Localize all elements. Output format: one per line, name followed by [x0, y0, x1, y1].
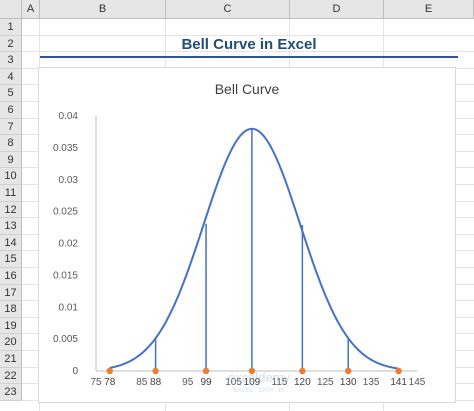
data-point-marker: [345, 367, 352, 375]
x-tick-label: 125: [317, 377, 334, 388]
row-header-22[interactable]: 22: [0, 367, 22, 385]
row-header-19[interactable]: 19: [0, 317, 22, 335]
x-tick-label: 75: [90, 377, 102, 388]
column-header-c[interactable]: C: [166, 0, 290, 19]
row-header-4[interactable]: 4: [0, 68, 22, 86]
row-header-11[interactable]: 11: [0, 185, 22, 202]
x-tick-label: 145: [409, 377, 426, 388]
marker-label: 130: [340, 377, 357, 388]
marker-label: 109: [244, 377, 261, 388]
y-tick-label: 0: [72, 366, 78, 377]
row-header-16[interactable]: 16: [0, 268, 22, 285]
y-tick-label: 0.01: [59, 302, 79, 313]
y-tick-label: 0.03: [59, 175, 79, 186]
row-header-23[interactable]: 23: [0, 384, 22, 401]
y-tick-label: 0.005: [53, 334, 78, 345]
grid-row-line: [22, 51, 474, 53]
row-header-1[interactable]: 1: [0, 19, 22, 36]
data-point-marker: [152, 367, 159, 375]
column-header-b[interactable]: B: [40, 0, 166, 19]
row-header-14[interactable]: 14: [0, 234, 22, 252]
row-header-10[interactable]: 10: [0, 168, 22, 185]
row-header-20[interactable]: 20: [0, 334, 22, 351]
grid-row-line: [22, 34, 474, 36]
row-header-15[interactable]: 15: [0, 251, 22, 268]
y-tick-label: 0.035: [53, 143, 78, 154]
select-all-corner[interactable]: [0, 0, 22, 19]
watermark-tagline: EXCEL · DATA · BI: [234, 388, 285, 394]
row-header-7[interactable]: 7: [0, 118, 22, 136]
watermark-name: exceldemy: [228, 370, 291, 385]
y-tick-label: 0.015: [53, 270, 78, 281]
x-tick-label: 115: [271, 377, 287, 388]
marker-label: 141: [390, 377, 407, 388]
watermark: exceldemy EXCEL · DATA · BI: [228, 370, 291, 394]
bell-curve-chart: Bell Curve 0 0.005 0.01 0.015 0.02 0.025 0.03 0…: [53, 81, 426, 394]
data-point-marker: [106, 367, 113, 375]
row-header-8[interactable]: 8: [0, 135, 22, 152]
column-header-e[interactable]: E: [384, 0, 474, 19]
sheet-title: Bell Curve in Excel: [181, 36, 317, 53]
row-header-9[interactable]: 9: [0, 151, 22, 169]
row-header-12[interactable]: 12: [0, 201, 22, 219]
row-header-18[interactable]: 18: [0, 301, 22, 318]
row-header-6[interactable]: 6: [0, 102, 22, 119]
marker-label: 120: [294, 377, 311, 388]
x-tick-label: 105: [225, 377, 242, 388]
y-tick-label: 0.04: [59, 111, 79, 122]
bell-curve-line: [109, 127, 399, 370]
row-header-21[interactable]: 21: [0, 351, 22, 368]
data-point-marker: [395, 367, 402, 375]
x-tick-label: 95: [182, 377, 194, 388]
chart-title: Bell Curve: [215, 81, 280, 97]
column-header-d[interactable]: D: [290, 0, 384, 19]
data-point-marker: [299, 367, 306, 375]
row-header-17[interactable]: 17: [0, 284, 22, 302]
marker-label: 88: [150, 377, 162, 388]
x-tick-label: 85: [136, 377, 148, 388]
chart-area[interactable]: Bell Curve 0 0.005 0.01 0.015 0.02 0.025 0.03 0…: [38, 67, 456, 403]
data-point-marker: [248, 367, 256, 375]
column-header-a[interactable]: A: [22, 0, 40, 19]
title-underline: [40, 56, 458, 58]
marker-label: 78: [104, 377, 116, 388]
marker-label: 99: [200, 377, 212, 388]
data-point-marker: [202, 367, 210, 375]
row-header-3[interactable]: 3: [0, 52, 22, 69]
row-header-2[interactable]: 2: [0, 35, 22, 53]
row-header-13[interactable]: 13: [0, 218, 22, 235]
x-tick-label: 135: [363, 377, 380, 388]
row-header-5[interactable]: 5: [0, 85, 22, 102]
y-tick-label: 0.025: [53, 207, 78, 218]
y-tick-label: 0.02: [59, 239, 79, 250]
